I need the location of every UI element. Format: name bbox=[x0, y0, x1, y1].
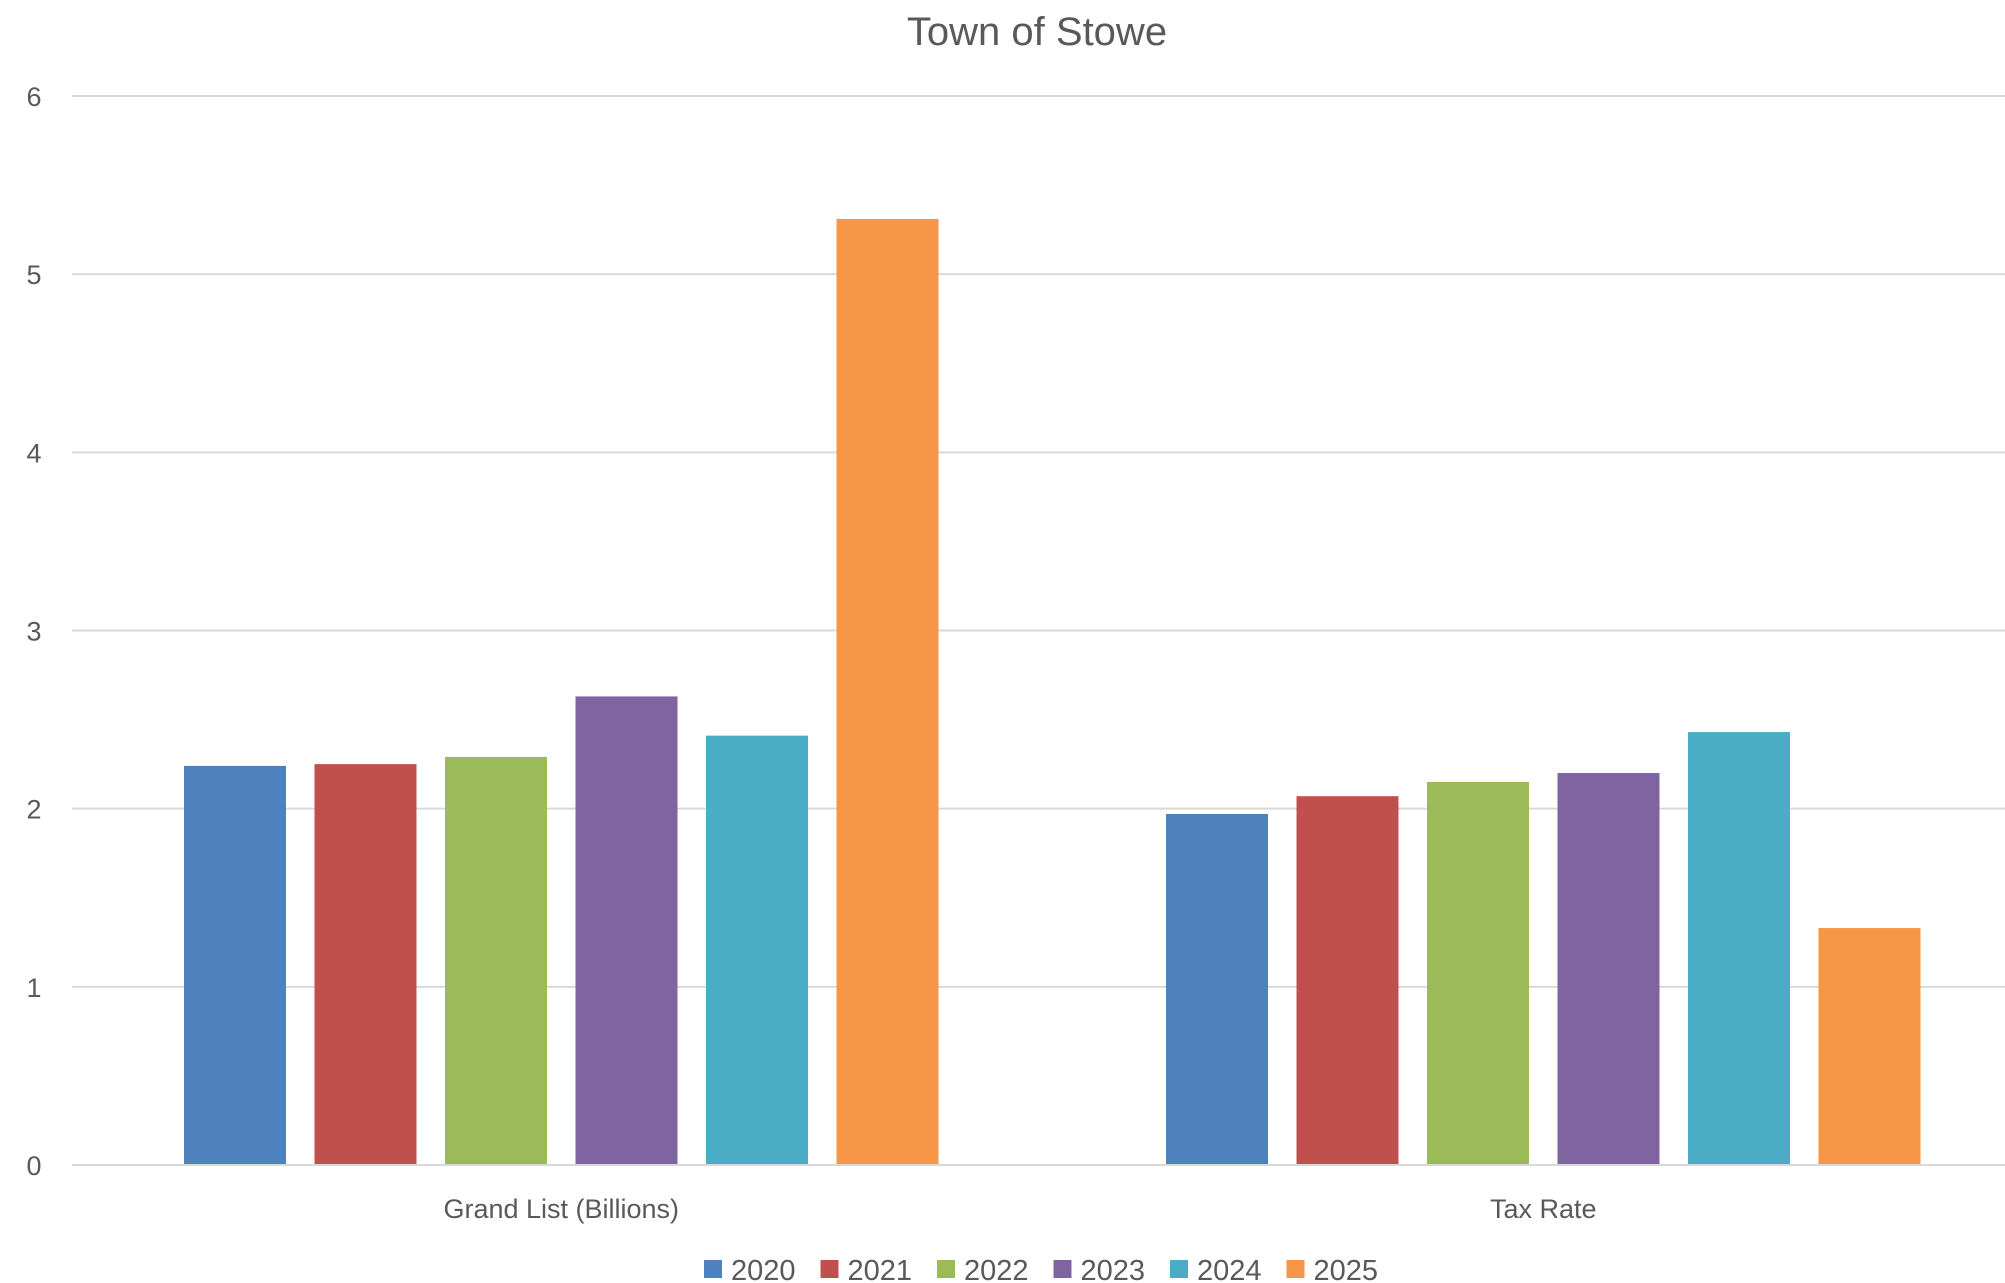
bar bbox=[184, 765, 286, 1165]
legend-label: 2023 bbox=[1081, 1255, 1146, 1283]
legend-label: 2024 bbox=[1197, 1255, 1262, 1283]
bars bbox=[184, 218, 1921, 1165]
y-tick-label: 6 bbox=[26, 82, 41, 112]
legend-item: 2022 bbox=[937, 1255, 1029, 1283]
chart-title: Town of Stowe bbox=[907, 10, 1167, 54]
y-tick-label: 0 bbox=[26, 1151, 41, 1181]
bar bbox=[1688, 732, 1790, 1165]
x-category-label: Grand List (Billions) bbox=[443, 1194, 679, 1224]
bar bbox=[445, 756, 547, 1165]
x-category-label: Tax Rate bbox=[1490, 1194, 1597, 1224]
x-axis-category-labels: Grand List (Billions) Tax Rate bbox=[443, 1194, 1596, 1224]
legend-item: 2024 bbox=[1170, 1255, 1262, 1283]
bar bbox=[1818, 928, 1921, 1165]
y-tick-label: 5 bbox=[26, 260, 41, 290]
bar bbox=[575, 696, 678, 1165]
legend-item: 2025 bbox=[1286, 1255, 1379, 1283]
y-tick-label: 1 bbox=[26, 973, 41, 1003]
legend-swatch bbox=[820, 1260, 839, 1278]
y-tick-label: 2 bbox=[26, 795, 41, 825]
legend-swatch bbox=[937, 1260, 955, 1278]
bar bbox=[1427, 781, 1529, 1165]
legend-label: 2022 bbox=[964, 1255, 1029, 1283]
bar bbox=[314, 764, 417, 1165]
legend: 2020 2021 2022 2023 2024 2025 bbox=[704, 1255, 1378, 1283]
legend-item: 2021 bbox=[820, 1255, 913, 1283]
legend-item: 2023 bbox=[1053, 1255, 1146, 1283]
y-tick-label: 4 bbox=[26, 438, 41, 468]
legend-swatch bbox=[704, 1260, 722, 1278]
y-tick-label: 3 bbox=[26, 617, 41, 647]
bar bbox=[706, 735, 808, 1165]
y-axis-tick-labels: 0 1 2 3 4 5 6 bbox=[26, 82, 41, 1181]
bar bbox=[1166, 814, 1268, 1165]
legend-item: 2020 bbox=[704, 1255, 796, 1283]
legend-swatch bbox=[1053, 1260, 1072, 1278]
legend-swatch bbox=[1170, 1260, 1188, 1278]
bar bbox=[1296, 796, 1399, 1165]
legend-label: 2025 bbox=[1314, 1255, 1379, 1283]
legend-label: 2021 bbox=[848, 1255, 913, 1283]
bar bbox=[836, 218, 939, 1165]
legend-swatch bbox=[1286, 1260, 1305, 1278]
legend-label: 2020 bbox=[731, 1255, 796, 1283]
bar bbox=[1557, 773, 1660, 1165]
